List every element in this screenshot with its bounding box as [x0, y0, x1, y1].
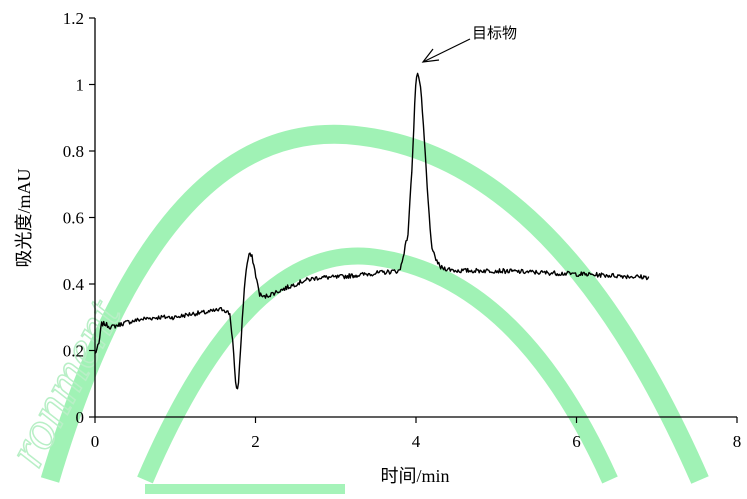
y-tick-label: 0.4 [63, 275, 85, 294]
watermark-arc-inner [137, 247, 618, 484]
y-tick-label: 0.6 [63, 209, 84, 228]
y-tick-label: 1 [76, 76, 85, 95]
x-tick-label: 0 [91, 432, 100, 451]
annotation-group: 目标物 [421, 25, 517, 63]
annotation-label: 目标物 [472, 25, 517, 42]
y-tick-label: 0.2 [63, 342, 84, 361]
y-axis-title: 吸光度/mAU [14, 168, 34, 267]
ticks: 0 2 4 6 8 0 0.2 0.4 0.6 0.8 1 1.2 [63, 9, 742, 451]
x-tick-label: 4 [412, 432, 421, 451]
y-tick-label: 1.2 [63, 9, 84, 28]
annotation-arrowhead [421, 48, 440, 63]
y-tick-label: 0 [76, 408, 85, 427]
annotation-arrow-line [422, 38, 471, 63]
watermark: ronment [0, 124, 709, 494]
x-tick-label: 2 [251, 432, 260, 451]
watermark-arc-outer [40, 124, 709, 484]
x-tick-label: 8 [733, 432, 742, 451]
watermark-block [145, 484, 345, 494]
y-tick-label: 0.8 [63, 142, 84, 161]
x-axis-title: 时间/min [380, 466, 449, 486]
x-tick-label: 6 [572, 432, 581, 451]
chromatogram-trace [94, 72, 650, 390]
plot-area [94, 72, 650, 390]
